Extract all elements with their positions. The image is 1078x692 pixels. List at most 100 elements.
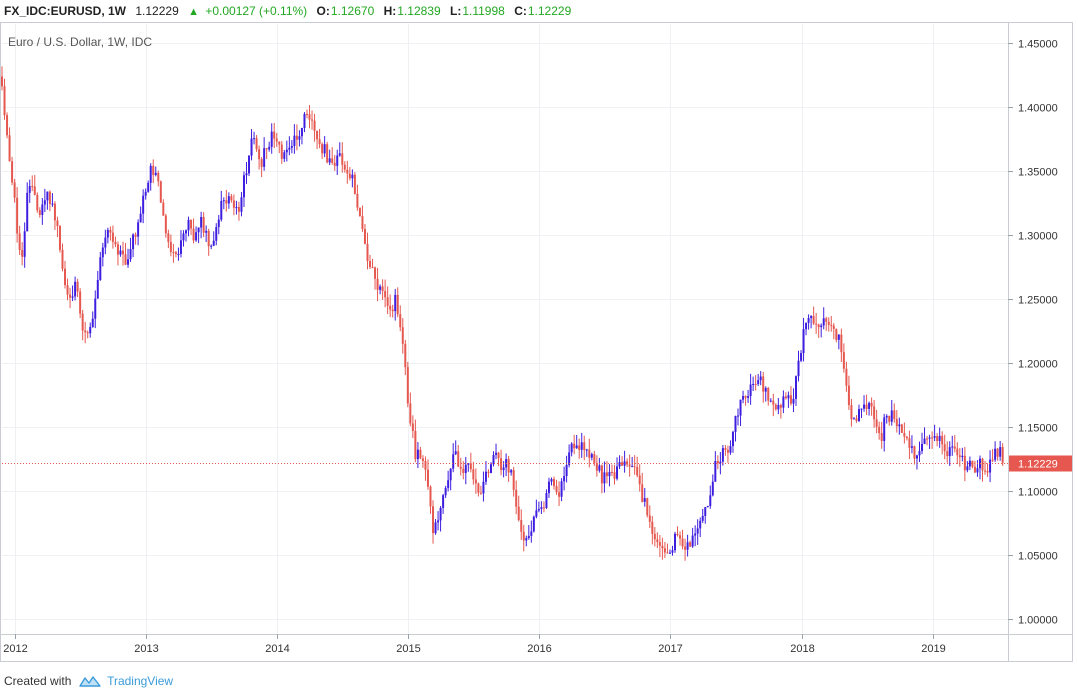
candle [921, 432, 924, 455]
candle-body [114, 241, 117, 245]
candle-body [800, 353, 803, 361]
candle [752, 376, 755, 391]
candle [99, 251, 102, 281]
candle-body [943, 444, 946, 452]
candle [517, 495, 520, 522]
price-tick-label: 1.05000 [1018, 551, 1058, 563]
candle-body [36, 194, 39, 211]
candle [711, 474, 714, 497]
candle [482, 471, 485, 502]
candle-body [260, 159, 263, 167]
candle [777, 397, 780, 415]
price-axis[interactable]: 1.45000 1.40000 1.35000 1.30000 1.25000 1.200… [1008, 39, 1058, 627]
candle-body [6, 115, 9, 136]
candle [580, 432, 583, 458]
candle-body [406, 367, 409, 404]
candle-body [673, 533, 676, 551]
candle-body [726, 449, 729, 453]
candle-body [681, 538, 684, 547]
candle-body [348, 173, 351, 179]
candle [104, 229, 107, 255]
candle [197, 227, 200, 244]
candle-body [595, 462, 598, 471]
candle-body [759, 376, 762, 381]
candle-body [472, 469, 475, 480]
candle [689, 540, 692, 548]
tradingview-link[interactable]: TradingView [107, 673, 174, 688]
candle-body [666, 552, 669, 554]
candle-body [253, 138, 256, 140]
candle-body [381, 286, 384, 292]
candle-body [119, 250, 122, 255]
candle [76, 278, 79, 297]
candle-body [225, 200, 228, 204]
candle-body [442, 495, 445, 508]
candle [815, 313, 818, 334]
candle-body [124, 254, 127, 265]
candle-body [646, 498, 649, 516]
candle [215, 223, 218, 246]
candle-body [434, 522, 437, 534]
candle [805, 322, 808, 336]
candle [547, 477, 550, 498]
close-value: 1.12229 [527, 4, 572, 18]
candle [510, 468, 513, 476]
candle-body [11, 161, 14, 183]
candle [36, 192, 39, 213]
candle [154, 166, 157, 177]
candle-body [497, 452, 500, 459]
candle [895, 410, 898, 433]
candle [467, 463, 470, 472]
candle-body [832, 325, 835, 329]
time-tick-label: 2019 [921, 643, 945, 655]
candle-body [275, 138, 278, 142]
candle [432, 500, 435, 544]
candle-body [144, 191, 147, 196]
candle-body [631, 466, 634, 468]
candle-body [837, 334, 840, 340]
candle-body [248, 155, 251, 174]
candle [384, 279, 387, 308]
candle [527, 525, 530, 540]
candle [237, 201, 240, 221]
candle-body [237, 206, 240, 212]
candle-body [318, 139, 321, 145]
price-chart[interactable]: 1.12229 1.45000 1.40000 1.35000 1.30000 1.25… [0, 22, 1078, 662]
low-label: L: [450, 4, 462, 18]
candle [487, 469, 490, 478]
candle [696, 519, 699, 545]
candle [81, 309, 84, 341]
chart-frame[interactable]: 1.12229 1.45000 1.40000 1.35000 1.30000 1.25… [0, 22, 1078, 662]
up-arrow-icon: ▲ [188, 6, 199, 18]
candle [769, 398, 772, 403]
price-tick-label: 1.00000 [1018, 615, 1058, 627]
candle [933, 424, 936, 442]
candle-body [694, 533, 697, 536]
candle [492, 451, 495, 467]
candle-body [311, 119, 314, 121]
candle [290, 140, 293, 154]
candle-body [558, 492, 561, 497]
footer: Created with TradingView [4, 670, 173, 690]
candle-body [313, 120, 316, 131]
candle [371, 258, 374, 269]
time-tick-label: 2018 [790, 643, 814, 655]
candle-body [462, 468, 465, 473]
candle-body [542, 507, 545, 509]
candle-body [847, 385, 850, 406]
candle-body [636, 466, 639, 476]
candle-body [338, 153, 341, 156]
candle [616, 457, 619, 481]
time-axis[interactable]: 2012 2013 2014 2015 2016 2017 2018 2019 [3, 634, 946, 655]
candle-body [716, 461, 719, 464]
candle-body [547, 481, 550, 494]
candle [817, 323, 820, 338]
candle [971, 460, 974, 469]
candle [913, 445, 916, 465]
candle [210, 244, 213, 250]
candle [348, 166, 351, 181]
candle [542, 501, 545, 513]
candle [305, 109, 308, 119]
candle [278, 141, 281, 154]
time-tick-label: 2013 [134, 643, 158, 655]
